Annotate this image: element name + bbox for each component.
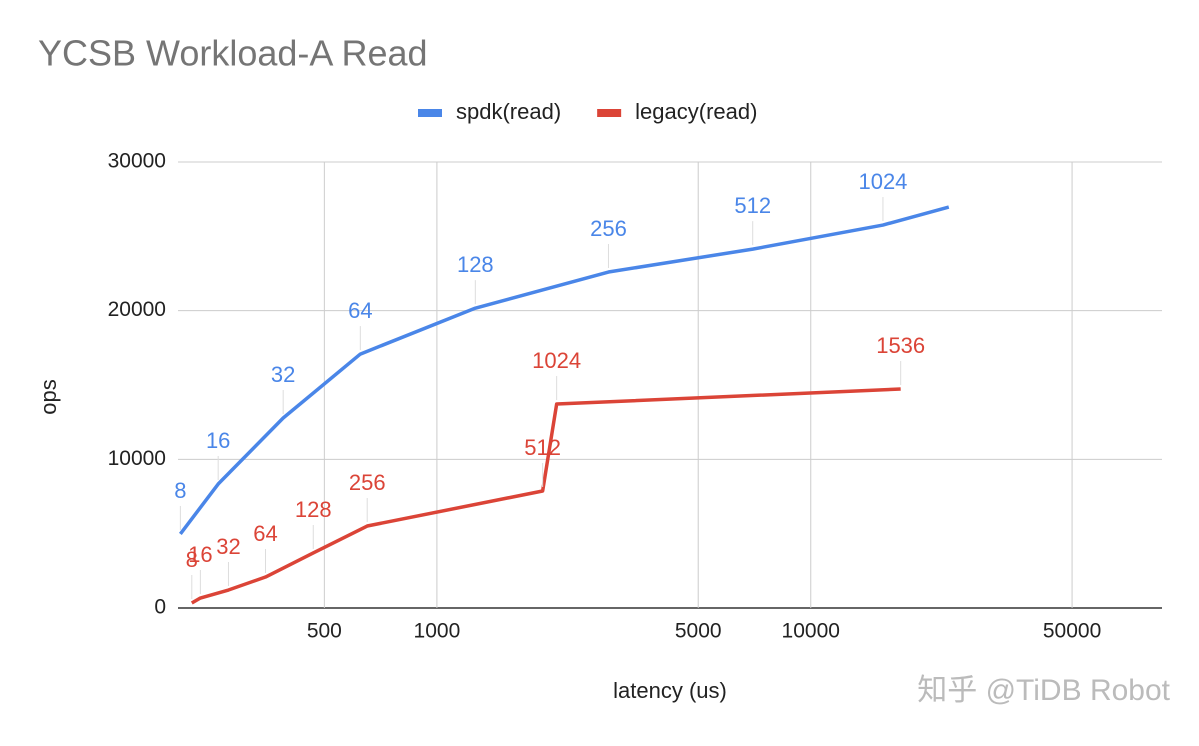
series-line	[190, 387, 901, 605]
legend-swatch	[597, 109, 622, 117]
data-label: 32	[216, 534, 240, 559]
data-label: 16	[206, 428, 230, 453]
data-label: 128	[295, 497, 332, 522]
x-tick-label: 10000	[782, 620, 840, 643]
legend-swatch	[418, 109, 442, 117]
x-tick-label: 1000	[414, 620, 461, 643]
chart-title: YCSB Workload-A Read	[38, 33, 428, 74]
data-label: 128	[457, 252, 494, 277]
data-label: 16	[188, 542, 212, 567]
data-label: 8	[186, 547, 198, 572]
data-label: 32	[271, 362, 295, 387]
data-label: 256	[590, 216, 627, 241]
series-line	[178, 205, 950, 536]
data-label: 1536	[876, 333, 925, 358]
data-label: 8	[174, 478, 186, 503]
watermark: 知乎 @TiDB Robot	[917, 674, 1170, 707]
legend-label: legacy(read)	[635, 99, 757, 124]
data-label: 64	[253, 521, 277, 546]
x-axis-title: latency (us)	[613, 678, 727, 703]
data-label: 512	[734, 193, 771, 218]
y-axis-title: ops	[36, 379, 61, 414]
y-tick-label: 10000	[108, 447, 166, 470]
x-tick-label: 50000	[1043, 620, 1101, 643]
x-tick-label: 5000	[675, 620, 722, 643]
legend-label: spdk(read)	[456, 99, 561, 124]
x-tick-label: 500	[307, 620, 342, 643]
data-label: 1024	[532, 348, 581, 373]
y-tick-label: 20000	[108, 298, 166, 321]
data-label: 256	[349, 470, 386, 495]
data-label: 64	[348, 298, 372, 323]
data-label: 512	[524, 435, 561, 460]
data-label: 1024	[858, 169, 907, 194]
y-tick-label: 0	[154, 596, 166, 619]
y-tick-label: 30000	[108, 150, 166, 173]
